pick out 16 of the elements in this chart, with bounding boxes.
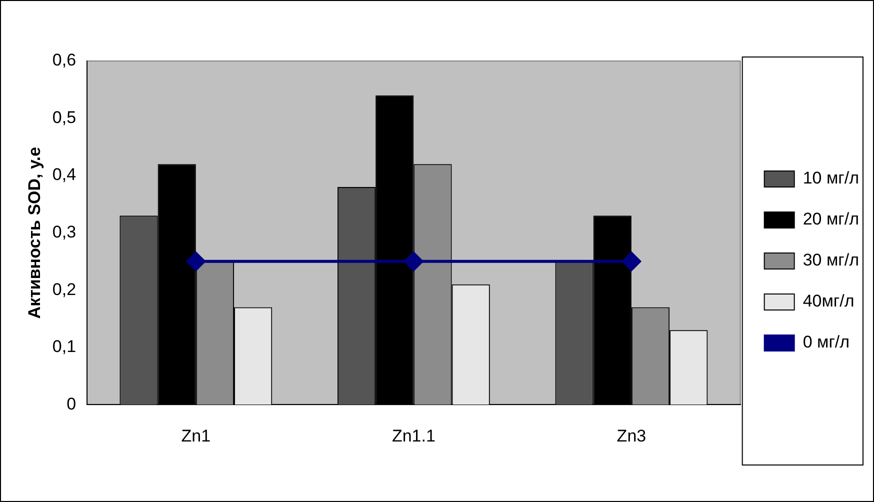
x-tick-label: Zn1.1 <box>392 426 436 446</box>
y-tick-label: 0,4 <box>52 165 76 184</box>
y-tick-label: 0,1 <box>52 337 76 356</box>
y-tick-label: 0,2 <box>52 280 76 299</box>
x-tick-label: Zn3 <box>616 426 646 446</box>
y-tick-label: 0,6 <box>52 50 76 70</box>
y-axis-title: Активность SOD, у.е <box>24 146 44 319</box>
y-tick-label: 0,5 <box>52 108 76 127</box>
y-tick-label: 0,3 <box>52 222 76 242</box>
legend-label: 40мг/л <box>802 292 854 311</box>
legend-label: 0 мг/л <box>802 332 850 352</box>
x-tick-label: Zn1 <box>181 426 211 446</box>
legend-label: 10 мг/л <box>802 168 860 188</box>
legend-label: 20 мг/л <box>802 210 860 229</box>
y-tick-label: 0 <box>66 394 76 414</box>
legend-label: 30 мг/л <box>802 250 860 270</box>
